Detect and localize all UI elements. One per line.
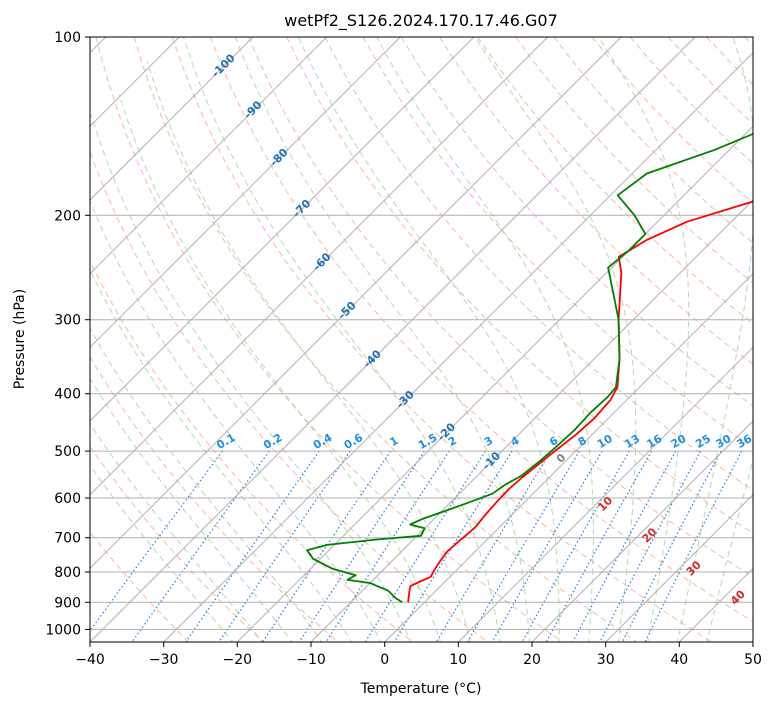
x-tick-label: 0 <box>380 652 389 668</box>
x-axis-ticks: −40 −30 −20 −10 0 10 20 30 40 50 <box>75 642 762 668</box>
x-tick-label: 50 <box>744 652 762 668</box>
chart-title: wetPf2_S126.2024.170.17.46.G07 <box>284 11 558 31</box>
temperature-profile-line <box>407 200 753 603</box>
dry-adiabat-line <box>286 37 753 534</box>
dry-adiabat-line <box>248 37 753 578</box>
dry-adiabat-line <box>477 37 753 325</box>
dry-adiabat-line <box>210 37 753 623</box>
y-tick-label: 300 <box>54 313 81 329</box>
y-axis-label: Pressure (hPa) <box>12 289 28 389</box>
moist-adiabat-line <box>90 114 412 642</box>
mixing-ratio-line <box>572 450 677 642</box>
mixing-ratio-line <box>621 450 722 642</box>
dewpoint-profile-line <box>306 132 753 604</box>
y-tick-label: 600 <box>54 491 81 507</box>
isotherm-line <box>90 37 696 642</box>
moist-adiabat-line <box>90 422 264 642</box>
moist-adiabat-line <box>90 199 382 642</box>
x-tick-label: −40 <box>75 652 105 668</box>
plot-background <box>90 37 753 642</box>
x-tick-label: 40 <box>670 652 688 668</box>
isotherm-line <box>310 199 753 642</box>
y-tick-label: 400 <box>54 387 81 403</box>
dry-adiabat-line <box>90 259 414 642</box>
mixing-ratio-line <box>262 450 392 642</box>
dry-adiabat-line <box>324 37 753 491</box>
dry-adiabat-line <box>362 37 753 449</box>
isotherm-line <box>90 37 254 201</box>
y-tick-label: 1000 <box>45 622 81 638</box>
y-tick-label: 800 <box>54 565 81 581</box>
x-tick-label: −10 <box>296 652 326 668</box>
mixing-ratio-line <box>325 450 450 642</box>
y-tick-label: 500 <box>54 444 81 460</box>
plot-frame <box>89 36 754 643</box>
isotherm-line <box>531 420 753 642</box>
y-tick-label: 900 <box>54 595 81 611</box>
isotherm-line <box>163 51 753 642</box>
mixing-ratio-line <box>131 450 270 642</box>
isotherm-line <box>90 37 549 496</box>
isotherm-line <box>384 272 753 642</box>
isotherms <box>90 37 753 642</box>
x-axis-label: Temperature (°C) <box>360 681 482 697</box>
isotherm-line <box>90 37 475 422</box>
moist-adiabat-line <box>118 94 441 642</box>
isotherm-line <box>605 493 753 642</box>
x-tick-label: −30 <box>149 652 179 668</box>
isotherm-line <box>90 37 401 349</box>
y-tick-label: 200 <box>54 208 81 224</box>
moist-adiabat-line <box>90 327 323 642</box>
mixing-ratio-line <box>298 450 425 642</box>
y-axis-ticks: 100 200 300 400 500 600 700 800 900 1000 <box>45 30 90 638</box>
x-tick-label: 30 <box>597 652 615 668</box>
isotherm-line <box>90 37 328 275</box>
x-tick-label: 10 <box>449 652 467 668</box>
y-tick-label: 100 <box>54 30 81 46</box>
isobar-grid <box>90 37 753 630</box>
x-tick-label: −20 <box>223 652 253 668</box>
isotherm-line <box>90 37 622 570</box>
x-tick-label: 20 <box>523 652 541 668</box>
isotherm-line <box>457 346 753 642</box>
profiles <box>306 132 753 604</box>
mixing-ratio-line <box>393 450 513 642</box>
moist-adiabat-line <box>90 377 293 642</box>
y-tick-label: 700 <box>54 531 81 547</box>
